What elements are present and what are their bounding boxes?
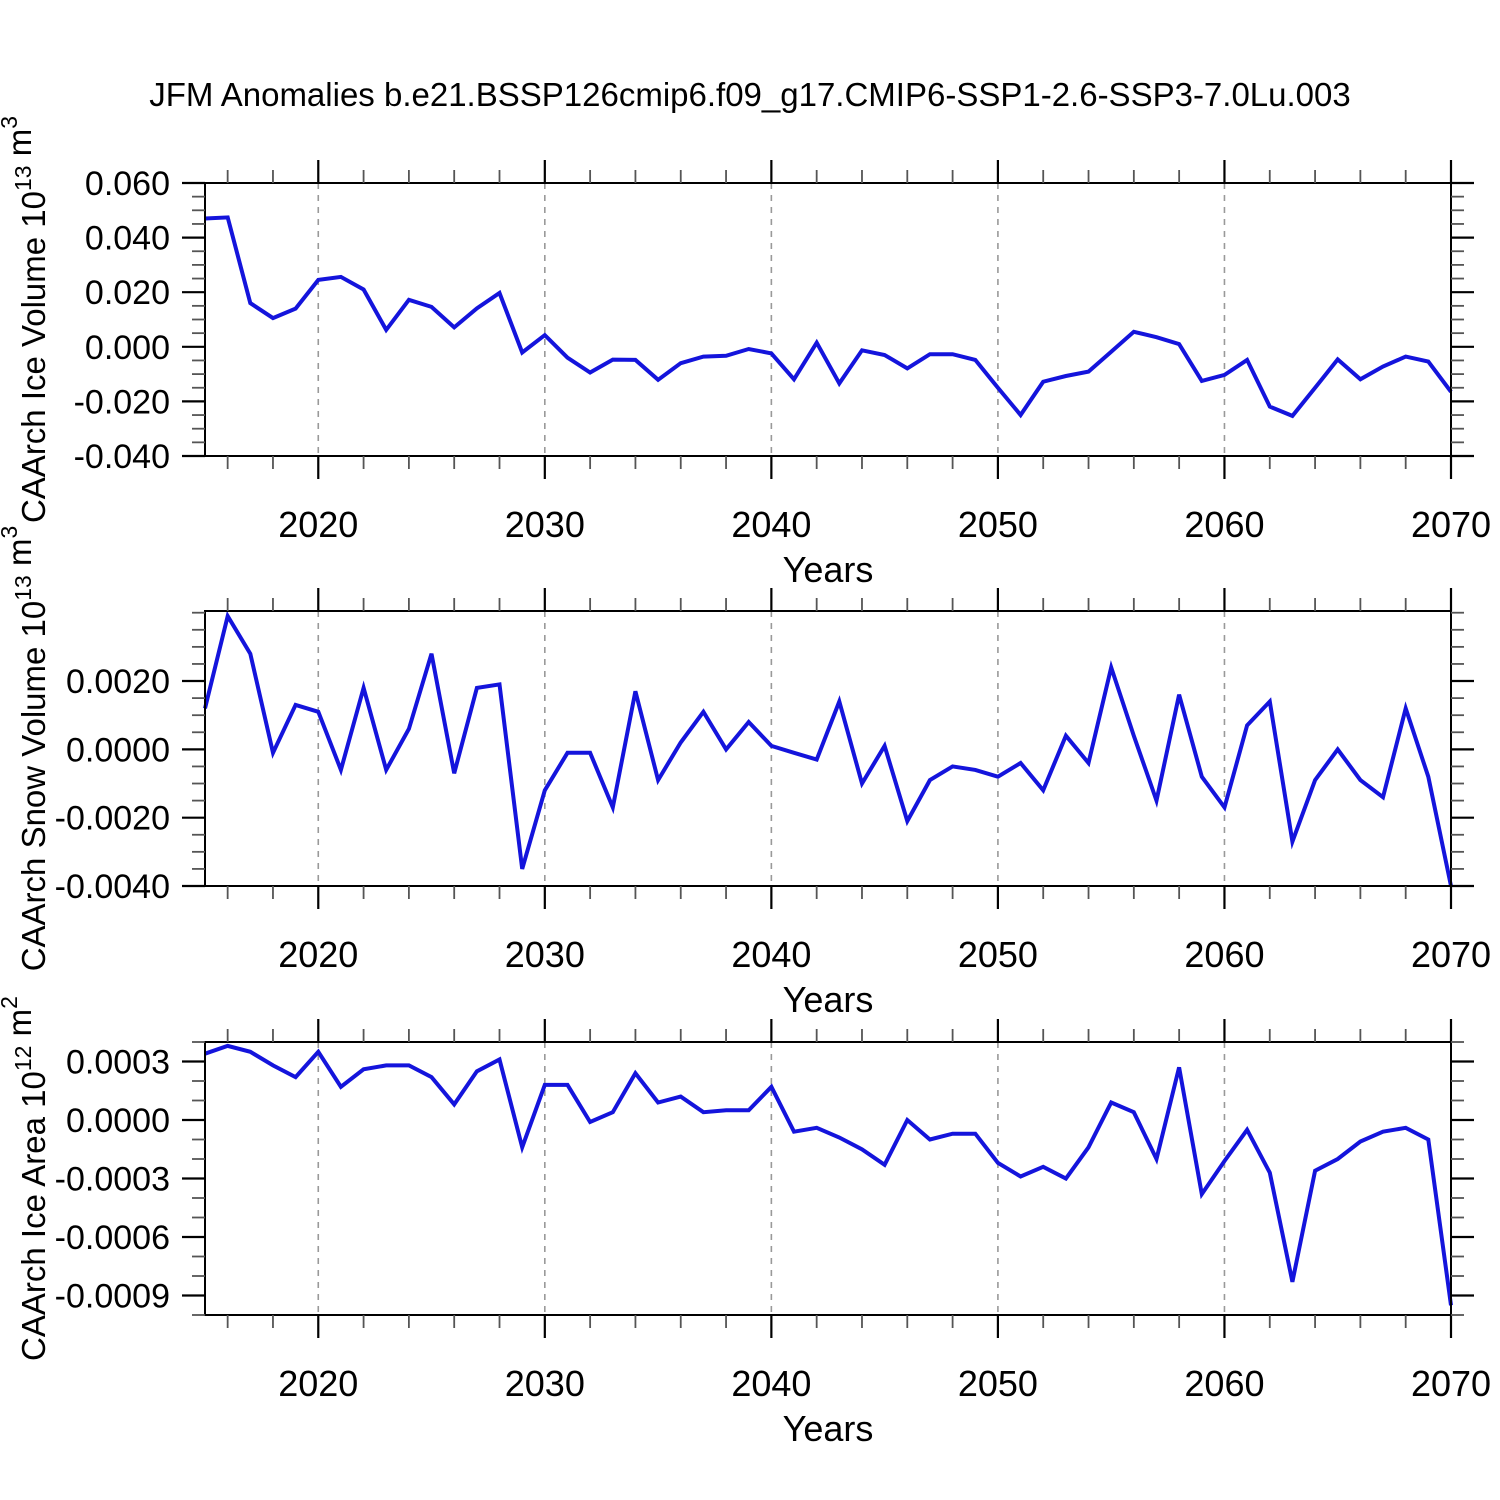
x-tick-label: 2030 [505, 504, 585, 545]
y-tick-label: 0.0000 [66, 731, 170, 769]
y-tick-label: 0.000 [85, 329, 170, 367]
y-tick-label: -0.0009 [55, 1278, 170, 1316]
x-tick-label: 2020 [278, 934, 358, 975]
x-tick-label: 2070 [1411, 504, 1491, 545]
y-tick-label: -0.0020 [55, 800, 170, 838]
y-tick-label: 0.060 [85, 165, 170, 203]
ice-area-panel: 0.0003 0.0000 -0.0003 -0.0006 -0.0009 2020 203… [0, 996, 1491, 1449]
y-tick-label: 0.020 [85, 274, 170, 312]
x-ticks [226, 588, 1453, 909]
y-tick-label: 0.0000 [66, 1102, 170, 1140]
decade-gridlines [317, 1042, 1226, 1315]
x-tick-label: 2050 [958, 504, 1038, 545]
x-tick-label: 2040 [731, 1363, 811, 1404]
x-tick-label: 2030 [505, 934, 585, 975]
decade-gridlines [317, 611, 1226, 886]
snow-volume-line [203, 610, 1453, 887]
y-ticks [182, 611, 1474, 888]
x-tick-label: 2050 [958, 934, 1038, 975]
x-tick-label: 2030 [505, 1363, 585, 1404]
y-tick-label: -0.040 [74, 438, 170, 476]
plot-frame [204, 610, 1452, 887]
y-ticks [182, 1041, 1474, 1316]
x-tick-label: 2040 [731, 934, 811, 975]
y-ticks [182, 181, 1474, 458]
x-tick-label: 2070 [1411, 1363, 1491, 1404]
x-tick-label: 2020 [278, 1363, 358, 1404]
ice-volume-line [204, 215, 1453, 419]
y-tick-labels: 0.0003 0.0000 -0.0003 -0.0006 -0.0009 [55, 1044, 170, 1316]
x-tick-label: 2070 [1411, 934, 1491, 975]
x-tick-label: 2060 [1184, 934, 1264, 975]
ice-volume-panel: 0.060 0.040 0.020 0.000 -0.020 -0.040 2020 2030… [0, 116, 1491, 590]
x-tick-labels: 2020 2030 2040 2050 2060 2070 [278, 504, 1491, 545]
x-tick-label: 2020 [278, 504, 358, 545]
chart-title: JFM Anomalies b.e21.BSSP126cmip6.f09_g17… [149, 76, 1351, 113]
x-axis-title: Years [783, 549, 874, 590]
x-axis-title: Years [783, 979, 874, 1020]
x-tick-label: 2060 [1184, 1363, 1264, 1404]
x-ticks [226, 1019, 1453, 1338]
y-tick-label: -0.0003 [55, 1161, 170, 1199]
x-ticks [226, 160, 1453, 479]
x-tick-label: 2050 [958, 1363, 1038, 1404]
y-tick-labels: 0.0020 0.0000 -0.0020 -0.0040 [55, 663, 170, 906]
y-tick-label: 0.040 [85, 220, 170, 258]
y-tick-label: 0.0020 [66, 663, 170, 701]
y-tick-label: -0.020 [74, 383, 170, 421]
decade-gridlines [317, 183, 1226, 456]
x-tick-labels: 2020 2030 2040 2050 2060 2070 [278, 1363, 1491, 1404]
x-tick-label: 2040 [731, 504, 811, 545]
y-axis-title: CAArch Ice Area 1012 m2 [0, 996, 52, 1361]
y-tick-label: 0.0003 [66, 1044, 170, 1082]
x-tick-label: 2060 [1184, 504, 1264, 545]
y-tick-label: -0.0040 [55, 868, 170, 906]
x-tick-labels: 2020 2030 2040 2050 2060 2070 [278, 934, 1491, 975]
plot-frame [204, 1041, 1452, 1316]
x-axis-title: Years [783, 1408, 874, 1449]
y-tick-label: -0.0006 [55, 1219, 170, 1257]
y-axis-title: CAArch Snow Volume 1013 m3 [0, 526, 52, 972]
ice-area-line [204, 1043, 1453, 1306]
y-axis-title: CAArch Ice Volume 1013 m3 [0, 116, 52, 523]
y-tick-labels: 0.060 0.040 0.020 0.000 -0.020 -0.040 [74, 165, 170, 476]
